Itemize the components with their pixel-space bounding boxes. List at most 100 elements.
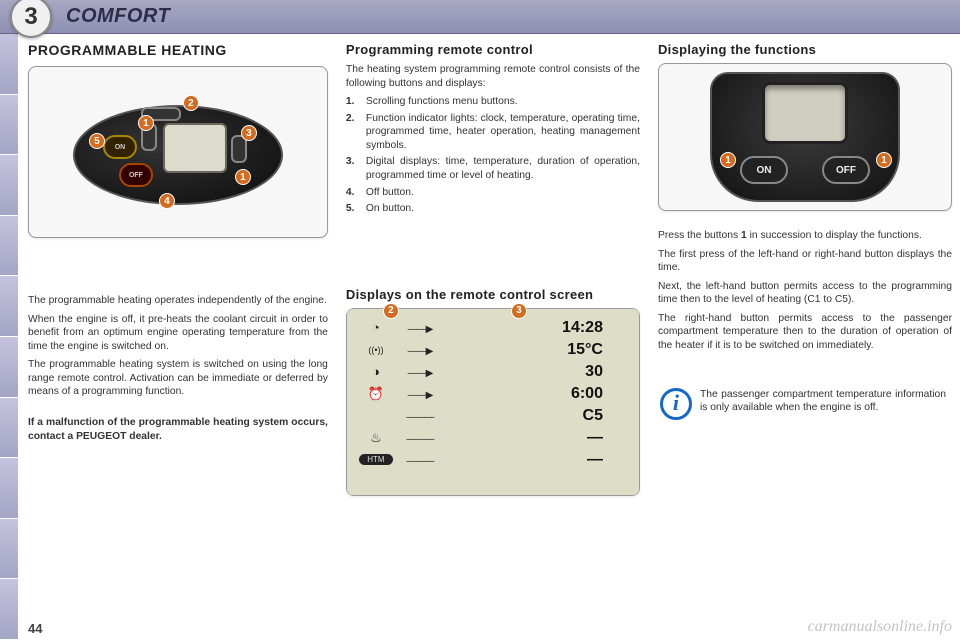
sidebar-seg <box>0 95 18 156</box>
content-columns: PROGRAMMABLE HEATING ON OFF 1 2 3 4 5 1 <box>28 42 952 640</box>
callout-1: 1 <box>138 115 154 131</box>
htm-icon: HTM <box>359 454 393 465</box>
heading-remote-control: Programming remote control <box>346 42 640 57</box>
list-item-text: Scrolling functions menu buttons. <box>366 95 640 109</box>
screen-row: ◔ 14:28 <box>359 317 627 339</box>
text-run: in succession to display the functions. <box>747 230 922 241</box>
list-item-number: 5. <box>346 202 366 216</box>
chapter-number-badge: 3 <box>10 0 52 38</box>
watermark: carmanualsonline.info <box>808 618 952 636</box>
arrow-icon <box>393 386 447 401</box>
dash-icon <box>393 452 447 467</box>
figure-display-device: ON OFF 1 1 <box>658 63 952 211</box>
list-item-text: Function indicator lights: clock, temper… <box>366 112 640 153</box>
remote-off-button: OFF <box>119 163 153 187</box>
heading-remote-screen: Displays on the remote control screen <box>346 287 640 302</box>
header-bar: 3 COMFORT <box>0 0 960 34</box>
screen-row: ((•)) 15°C <box>359 339 627 361</box>
list-item-number: 2. <box>346 112 366 153</box>
paragraph: When the engine is off, it pre-heats the… <box>28 313 328 354</box>
arrow-icon <box>393 364 447 379</box>
sidebar-seg <box>0 34 18 95</box>
info-note-text: The passenger compartment temperature in… <box>700 388 946 420</box>
numbered-list: 1.Scrolling functions menu buttons. 2.Fu… <box>346 95 640 219</box>
screen-row: ⏰ 6:00 <box>359 383 627 405</box>
column-middle: Programming remote control The heating s… <box>346 42 640 640</box>
paragraph: The right-hand button permits access to … <box>658 312 952 353</box>
figure-remote-screen: 2 3 ◔14:28 ((•))15°C ◑30 ⏰6:00 C5 ♨— HTM… <box>346 308 640 496</box>
column-left: PROGRAMMABLE HEATING ON OFF 1 2 3 4 5 1 <box>28 42 328 640</box>
column-right: Displaying the functions ON OFF 1 1 Pres… <box>658 42 952 640</box>
sidebar-seg <box>0 155 18 216</box>
screen-row: ♨— <box>359 427 627 449</box>
figure-remote-fob: ON OFF 1 2 3 4 5 1 <box>28 66 328 238</box>
value-time: 14:28 <box>447 319 627 337</box>
remote-on-button: ON <box>103 135 137 159</box>
sidebar-seg <box>0 579 18 640</box>
heading-programmable-heating: PROGRAMMABLE HEATING <box>28 42 328 58</box>
arrow-icon <box>393 320 447 335</box>
screen-row: HTM — <box>359 449 627 471</box>
value-duration: 30 <box>447 363 627 381</box>
list-item-number: 3. <box>346 155 366 182</box>
page-body: PROGRAMMABLE HEATING ON OFF 1 2 3 4 5 1 <box>0 34 960 640</box>
info-note-box: The passenger compartment temperature in… <box>658 384 952 424</box>
callout-2: 2 <box>383 303 399 319</box>
off-label: OFF <box>121 165 151 187</box>
alarm-icon: ⏰ <box>359 386 393 402</box>
sidebar-seg <box>0 216 18 277</box>
value-level: C5 <box>447 407 627 425</box>
sidebar-seg <box>0 458 18 519</box>
value-temperature: 15°C <box>447 341 627 359</box>
paragraph: The first press of the left-hand or righ… <box>658 248 952 275</box>
list-item-text: Off button. <box>366 186 640 200</box>
paragraph: The programmable heating system is switc… <box>28 358 328 399</box>
list-item-number: 4. <box>346 186 366 200</box>
paragraph: The programmable heating operates indepe… <box>28 294 328 308</box>
value-htm: — <box>447 451 627 469</box>
callout-2: 2 <box>183 95 199 111</box>
list-item: 1.Scrolling functions menu buttons. <box>346 95 640 109</box>
callout-3: 3 <box>241 125 257 141</box>
text-run: Press the buttons <box>658 230 741 241</box>
arrow-icon <box>393 342 447 357</box>
remote-screen <box>163 123 227 173</box>
paragraph: Next, the left-hand button permits acces… <box>658 280 952 307</box>
sidebar-seg <box>0 337 18 398</box>
info-icon <box>660 388 692 420</box>
callout-1: 1 <box>720 152 736 168</box>
callout-1: 1 <box>876 152 892 168</box>
dash-icon <box>393 408 447 423</box>
on-label: ON <box>105 137 135 159</box>
callout-1: 1 <box>235 169 251 185</box>
sidebar-seg <box>0 398 18 459</box>
list-item-number: 1. <box>346 95 366 109</box>
value-prog-time: 6:00 <box>447 385 627 403</box>
list-item: 3.Digital displays: time, temperature, d… <box>346 155 640 182</box>
screen-panel: 2 3 ◔14:28 ((•))15°C ◑30 ⏰6:00 C5 ♨— HTM… <box>347 309 639 495</box>
clock-icon: ◔ <box>359 320 393 335</box>
value-heater: — <box>447 429 627 447</box>
sidebar-seg <box>0 276 18 337</box>
duration-icon: ◑ <box>359 364 393 379</box>
paragraph: Press the buttons 1 in succession to dis… <box>658 229 952 243</box>
list-item: 4.Off button. <box>346 186 640 200</box>
chapter-title: COMFORT <box>66 5 170 28</box>
sidebar-seg <box>0 519 18 580</box>
callout-3: 3 <box>511 303 527 319</box>
list-item: 2.Function indicator lights: clock, temp… <box>346 112 640 153</box>
list-item-text: Digital displays: time, temperature, dur… <box>366 155 640 182</box>
dash-icon <box>393 430 447 445</box>
callout-5: 5 <box>89 133 105 149</box>
heading-displaying-functions: Displaying the functions <box>658 42 952 57</box>
malfunction-warning: If a malfunction of the programmable hea… <box>28 416 328 443</box>
device-off-button: OFF <box>822 156 870 184</box>
list-item-text: On button. <box>366 202 640 216</box>
sidebar-tabs <box>0 34 18 640</box>
list-item: 5.On button. <box>346 202 640 216</box>
temperature-icon: ((•)) <box>359 345 393 355</box>
paragraph: The heating system programming remote co… <box>346 63 640 90</box>
callout-4: 4 <box>159 193 175 209</box>
device-screen <box>762 82 848 144</box>
page-number: 44 <box>28 621 42 636</box>
